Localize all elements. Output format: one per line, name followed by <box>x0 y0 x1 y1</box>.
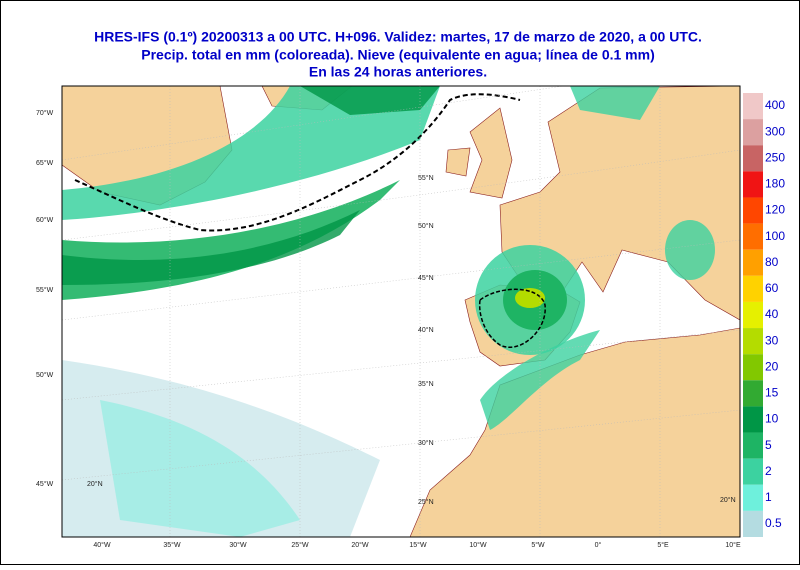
colorbar-box <box>743 249 763 276</box>
precip <box>570 86 660 120</box>
colorbar-label: 100 <box>765 229 785 243</box>
colorbar-label: 60 <box>765 281 779 295</box>
colorbar-box <box>743 197 763 224</box>
title-line: HRES-IFS (0.1º) 20200313 a 00 UTC. H+096… <box>94 29 702 45</box>
colorbar-label: 250 <box>765 150 785 164</box>
map <box>61 85 741 538</box>
lon-label: 10°W <box>469 541 487 549</box>
colorbar-label: 80 <box>765 255 779 269</box>
colorbar-box <box>743 432 763 459</box>
colorbar-box <box>743 380 763 407</box>
colorbar-label: 300 <box>765 124 785 138</box>
colorbar-label: 120 <box>765 203 785 217</box>
lat-label: 20°N <box>720 496 736 504</box>
colorbar-box <box>743 328 763 355</box>
lat-label: 55°W <box>36 286 54 294</box>
colorbar-label: 10 <box>765 412 779 426</box>
colorbar-box <box>743 406 763 433</box>
lat-label: 40°N <box>418 326 434 334</box>
graticule <box>62 86 740 537</box>
colorbar-label: 30 <box>765 333 779 347</box>
snow-line <box>74 93 521 232</box>
lon-label: 15°W <box>409 541 427 549</box>
precip <box>665 220 715 280</box>
lat-label: 45°N <box>418 274 434 282</box>
precip <box>515 288 545 308</box>
lon-label: 30°W <box>229 541 247 549</box>
lon-label: 40°W <box>93 541 111 549</box>
colorbar-box <box>743 171 763 198</box>
lat-label: 50°N <box>418 222 434 230</box>
lat-label: 25°N <box>418 498 434 506</box>
colorbar-label: 400 <box>765 98 785 112</box>
colorbar-label: 1 <box>765 490 772 504</box>
lon-label: 5°E <box>657 541 669 549</box>
colorbar-label: 20 <box>765 359 779 373</box>
lon-label: 25°W <box>291 541 309 549</box>
ireland <box>445 147 471 177</box>
colorbar-box <box>743 354 763 381</box>
colorbar-box <box>743 145 763 172</box>
lat-label: 70°W <box>36 109 54 117</box>
lat-label: 65°W <box>36 159 54 167</box>
title-line: Precip. total en mm (coloreada). Nieve (… <box>141 47 655 63</box>
lon-label: 10°E <box>725 541 741 549</box>
colorbar-label: 40 <box>765 307 779 321</box>
colorbar-label: 180 <box>765 177 785 191</box>
lat-label: 45°W <box>36 480 54 488</box>
colorbar-label: 0.5 <box>765 516 782 530</box>
title-line: En las 24 horas anteriores. <box>309 64 487 80</box>
precip <box>100 400 300 537</box>
lon-label: 5°W <box>531 541 545 549</box>
lat-label: 35°N <box>418 380 434 388</box>
colorbar-label: 15 <box>765 386 779 400</box>
britain <box>469 107 513 199</box>
colorbar-box <box>743 484 763 511</box>
precip <box>300 86 440 115</box>
lat-label: 50°W <box>36 371 54 379</box>
lat-label: 55°N <box>418 174 434 182</box>
lat-label: 20°N <box>87 480 103 488</box>
colorbar-box <box>743 119 763 146</box>
lon-label: 35°W <box>163 541 181 549</box>
colorbar-box <box>743 458 763 485</box>
map-border <box>61 85 741 538</box>
precip <box>62 210 360 285</box>
colorbar-box <box>743 510 763 537</box>
precip <box>62 360 380 537</box>
precip <box>62 86 440 220</box>
lon-label: 20°W <box>351 541 369 549</box>
colorbar-label: 2 <box>765 464 772 478</box>
lon-label: 0° <box>595 541 602 549</box>
colorbar-box <box>743 93 763 120</box>
lat-label: 60°W <box>36 216 54 224</box>
colorbar-box <box>743 223 763 250</box>
colorbar-box <box>743 301 763 329</box>
colorbar-label: 5 <box>765 438 772 452</box>
snow-line <box>478 288 546 348</box>
colorbar-box <box>743 275 763 302</box>
lat-label: 30°N <box>418 439 434 447</box>
